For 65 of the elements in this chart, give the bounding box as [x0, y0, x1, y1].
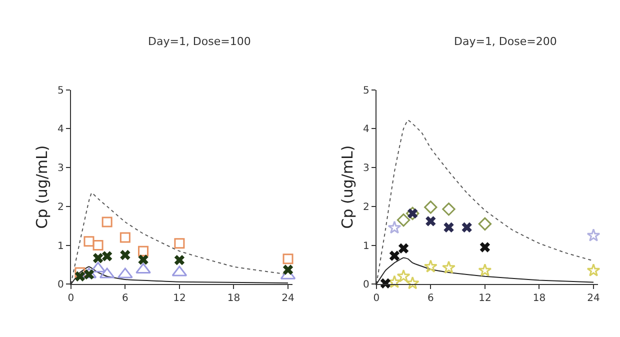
y-tick-label: 0 — [363, 280, 370, 291]
point — [282, 254, 294, 264]
point — [462, 222, 472, 233]
point — [586, 228, 600, 242]
chart-title: Day=1, Dose=100 — [148, 35, 251, 48]
point — [398, 243, 409, 254]
point — [120, 250, 130, 260]
y-tick-label: 0 — [58, 280, 64, 291]
line-series — [376, 257, 594, 284]
point — [442, 260, 456, 274]
y-tick-label: 5 — [58, 85, 64, 96]
point — [444, 222, 454, 233]
point — [74, 267, 86, 278]
y-axis-title: Cp (ug/mL) — [338, 145, 356, 229]
y-tick-label: 1 — [363, 240, 370, 252]
point — [118, 268, 133, 278]
point — [426, 216, 436, 226]
y-tick-label: 5 — [363, 85, 370, 96]
y-axis-title: Cp (ug/mL) — [32, 145, 51, 229]
point — [102, 251, 112, 262]
point — [174, 238, 185, 249]
y-tick-label: 2 — [58, 202, 64, 213]
point — [84, 269, 94, 280]
x-tick-label: 24 — [282, 293, 294, 304]
x-tick-label: 24 — [587, 293, 600, 304]
x-tick-label: 6 — [427, 293, 434, 304]
x-tick-label: 18 — [532, 293, 546, 304]
x-tick-label: 0 — [373, 293, 380, 304]
point — [136, 263, 151, 274]
point — [478, 217, 492, 231]
chart-title: Day=1, Dose=200 — [454, 35, 557, 48]
point — [138, 254, 148, 265]
line-series — [376, 120, 594, 284]
y-tick-label: 2 — [363, 202, 370, 213]
x-tick-label: 12 — [478, 293, 492, 304]
point — [92, 253, 104, 264]
x-tick-label: 0 — [68, 293, 74, 304]
point — [406, 276, 420, 290]
point — [480, 242, 490, 252]
point — [396, 213, 410, 227]
point — [424, 260, 438, 273]
point — [442, 202, 456, 216]
point — [478, 264, 492, 276]
y-tick-label: 4 — [58, 124, 64, 136]
x-tick-label: 12 — [173, 293, 186, 304]
y-tick-label: 4 — [363, 124, 370, 136]
point — [282, 264, 294, 275]
point — [74, 271, 86, 282]
y-tick-label: 3 — [363, 163, 370, 174]
point — [424, 200, 438, 214]
y-tick-label: 3 — [58, 163, 64, 174]
x-tick-label: 6 — [122, 293, 128, 304]
point — [120, 232, 130, 243]
point — [388, 220, 402, 234]
x-tick-label: 18 — [227, 293, 240, 304]
point — [389, 250, 400, 261]
point — [92, 240, 104, 251]
point — [138, 246, 149, 256]
y-tick-label: 1 — [58, 240, 64, 252]
point — [102, 216, 112, 228]
point — [586, 264, 600, 276]
point — [396, 269, 410, 282]
point — [84, 236, 94, 247]
point — [388, 275, 402, 288]
point — [174, 254, 185, 266]
